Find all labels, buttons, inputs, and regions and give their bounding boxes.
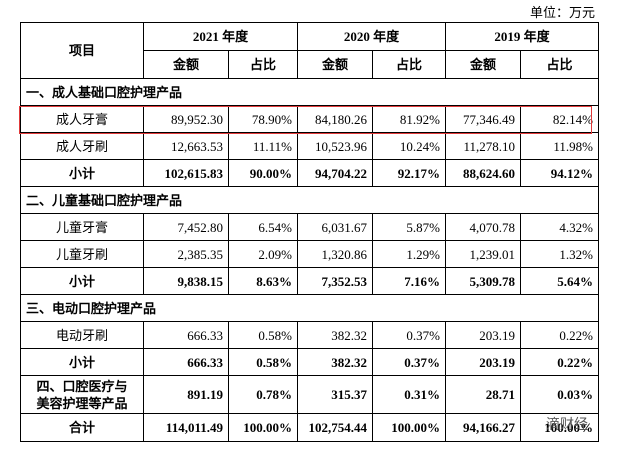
value-cell: 100.00% — [228, 413, 298, 442]
row-label: 电动牙刷 — [20, 321, 144, 349]
value-cell: 7,352.53 — [297, 267, 373, 295]
value-cell: 0.03% — [520, 375, 599, 414]
value-cell: 100.00% — [520, 413, 599, 442]
subtotal-label: 小计 — [20, 267, 144, 295]
section-title: 一、成人基础口腔护理产品 — [20, 78, 599, 106]
row-label: 成人牙刷 — [20, 132, 144, 160]
value-cell: 6.54% — [228, 213, 298, 241]
value-cell: 666.33 — [143, 348, 229, 376]
value-cell: 114,011.49 — [143, 413, 229, 442]
value-cell: 100.00% — [372, 413, 446, 442]
section-title: 三、电动口腔护理产品 — [20, 294, 599, 322]
total-label: 合计 — [20, 413, 144, 442]
value-cell: 382.32 — [297, 348, 373, 376]
value-cell: 94,166.27 — [445, 413, 521, 442]
value-cell: 1,239.01 — [445, 240, 521, 268]
label-line: 美容护理等产品 — [36, 395, 128, 411]
value-cell: 11,278.10 — [445, 132, 521, 160]
label-line: 四、口腔医疗与 — [36, 378, 128, 394]
value-cell: 102,615.83 — [143, 159, 229, 187]
header-sub: 占比 — [372, 50, 446, 79]
highlight-box — [19, 106, 592, 134]
value-cell: 10.24% — [372, 132, 446, 160]
value-cell: 382.32 — [297, 321, 373, 349]
unit: 单位：万元 — [529, 5, 595, 20]
value-cell: 5,309.78 — [445, 267, 521, 295]
value-cell: 1,320.86 — [297, 240, 373, 268]
value-cell: 0.22% — [520, 321, 599, 349]
header-item: 项目 — [20, 22, 144, 79]
value-cell: 0.22% — [520, 348, 599, 376]
header-year: 2020 年度 — [297, 22, 446, 51]
value-cell: 315.37 — [297, 375, 373, 414]
header-sub: 金额 — [143, 50, 229, 79]
value-cell: 90.00% — [228, 159, 298, 187]
value-cell: 0.58% — [228, 348, 298, 376]
value-cell: 203.19 — [445, 348, 521, 376]
value-cell: 7,452.80 — [143, 213, 229, 241]
value-cell: 11.11% — [228, 132, 298, 160]
value-cell: 4.32% — [520, 213, 599, 241]
value-cell: 5.87% — [372, 213, 446, 241]
value-cell: 1.32% — [520, 240, 599, 268]
value-cell: 4,070.78 — [445, 213, 521, 241]
value-cell: 2.09% — [228, 240, 298, 268]
value-cell: 0.78% — [228, 375, 298, 414]
value-cell: 2,385.35 — [143, 240, 229, 268]
value-cell: 94,704.22 — [297, 159, 373, 187]
watermark: 滴财经 — [546, 417, 588, 433]
value-cell: 11.98% — [520, 132, 599, 160]
value-cell: 0.37% — [372, 348, 446, 376]
header-sub: 金额 — [297, 50, 373, 79]
value-cell: 5.64% — [520, 267, 599, 295]
value-cell: 94.12% — [520, 159, 599, 187]
value-cell: 9,838.15 — [143, 267, 229, 295]
value-cell: 0.31% — [372, 375, 446, 414]
other-label: 四、口腔医疗与 美容护理等产品 — [20, 375, 144, 414]
value-cell: 6,031.67 — [297, 213, 373, 241]
other-label-text: 四、口腔医疗与 美容护理等产品 — [36, 378, 127, 412]
subtotal-label: 小计 — [20, 159, 144, 187]
value-cell: 0.58% — [228, 321, 298, 349]
value-cell: 92.17% — [372, 159, 446, 187]
value-cell: 0.37% — [372, 321, 446, 349]
row-label: 儿童牙刷 — [20, 240, 144, 268]
value-cell: 28.71 — [445, 375, 521, 414]
header-sub: 占比 — [228, 50, 298, 79]
row-label: 儿童牙膏 — [20, 213, 144, 241]
header-year: 2019 年度 — [445, 22, 599, 51]
value-cell: 7.16% — [372, 267, 446, 295]
value-cell: 8.63% — [228, 267, 298, 295]
value-cell: 10,523.96 — [297, 132, 373, 160]
value-cell: 1.29% — [372, 240, 446, 268]
value-cell: 666.33 — [143, 321, 229, 349]
value-cell: 88,624.60 — [445, 159, 521, 187]
header-year: 2021 年度 — [143, 22, 298, 51]
value-cell: 102,754.44 — [297, 413, 373, 442]
value-cell: 891.19 — [143, 375, 229, 414]
header-sub: 金额 — [445, 50, 521, 79]
section-title: 二、儿童基础口腔护理产品 — [20, 186, 599, 214]
subtotal-label: 小计 — [20, 348, 144, 376]
value-cell: 12,663.53 — [143, 132, 229, 160]
value-cell: 203.19 — [445, 321, 521, 349]
header-sub: 占比 — [520, 50, 599, 79]
